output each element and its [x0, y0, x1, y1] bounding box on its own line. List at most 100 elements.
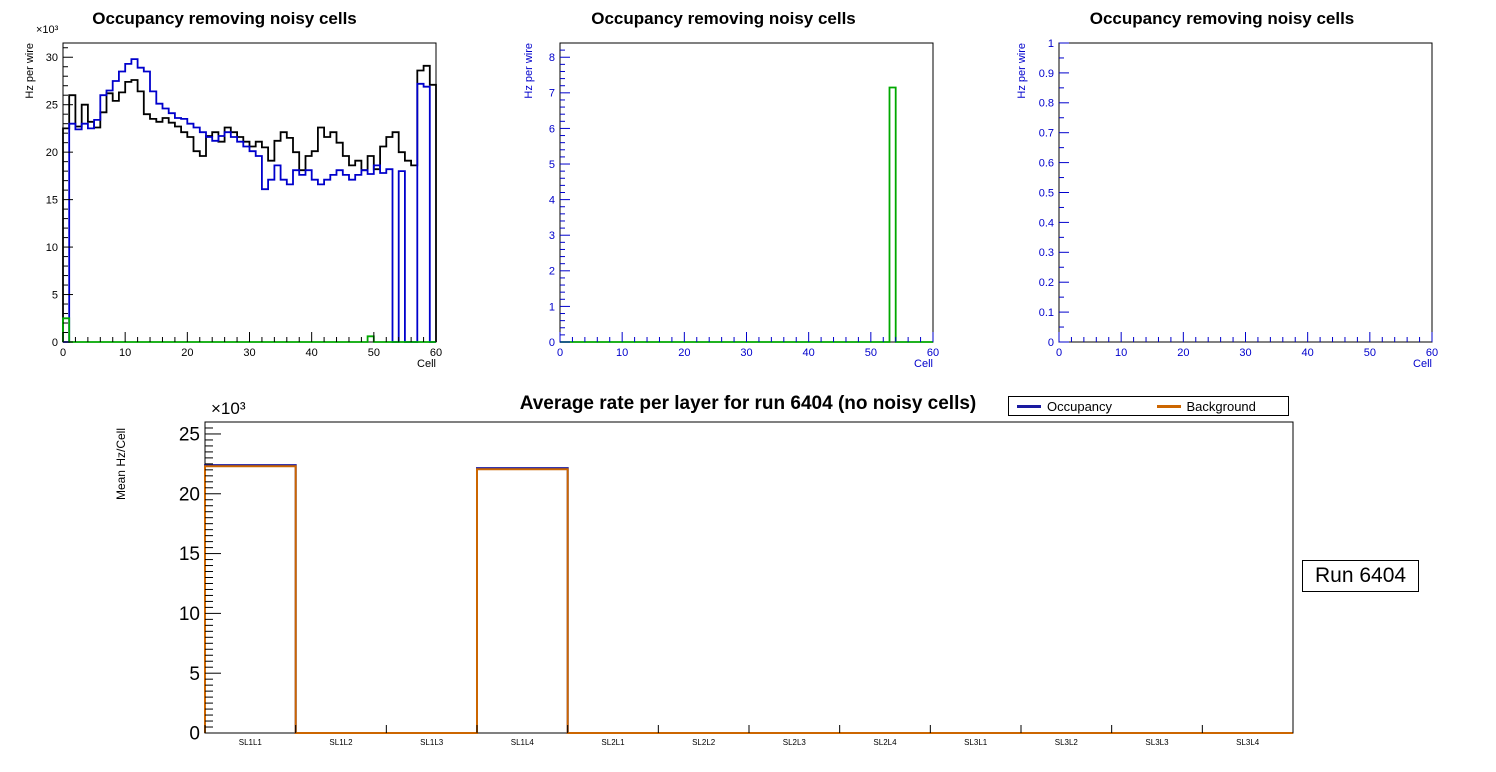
- svg-text:10: 10: [1115, 347, 1127, 359]
- svg-text:20: 20: [678, 347, 690, 359]
- svg-text:10: 10: [616, 347, 628, 359]
- svg-text:SL1L3: SL1L3: [420, 738, 444, 747]
- occupancy-3-svg: 00.10.20.30.40.50.60.70.80.910 10 20 30 40 50…: [1016, 38, 1438, 370]
- svg-text:15: 15: [179, 544, 200, 565]
- pad-occupancy-3: Occupancy removing noisy cells 0 0.1 0.2 0.…: [998, 0, 1496, 386]
- y-axis-title: Hz per wire: [523, 43, 535, 99]
- run-label: Run 6404: [1315, 564, 1407, 587]
- series-occupancy-black: [62, 64, 437, 342]
- histogram-occupancy-3: 0 0.1 0.2 0.3 0.4 0.5 0.6 0.7 0.8 0.9 1 0 10 20 30 40 50…: [998, 0, 1496, 386]
- svg-text:0.2: 0.2: [1039, 277, 1054, 289]
- histogram-average-rate: 0 5 10 15 20 25 SL1L1 SL1L2 SL1L3 SL1L4 SL2L1 SL2L2…: [0, 386, 1496, 772]
- legend-line-occupancy: [1017, 404, 1041, 408]
- svg-text:SL2L2: SL2L2: [692, 738, 716, 747]
- occupancy-2-svg: 0 1 2 3 4 5 6 7 8 0 10 20 30 40 50 60 Hz per wire Cell: [523, 42, 939, 370]
- svg-text:40: 40: [306, 347, 318, 359]
- svg-text:7: 7: [549, 88, 555, 100]
- chart-title-occupancy-1: Occupancy removing noisy cells: [92, 9, 357, 28]
- chart-title-average-rate: Average rate per layer for run 6404 (no …: [519, 393, 977, 414]
- pad-occupancy-2: Occupancy removing noisy cells 0 1 2 3 4 5 6 7 8…: [499, 0, 998, 386]
- y-axis-title: Hz per wire: [1016, 43, 1028, 99]
- y-axis-power-label: ×10³: [211, 399, 246, 418]
- svg-text:3: 3: [549, 230, 555, 242]
- svg-text:0.6: 0.6: [1039, 157, 1054, 169]
- svg-text:0: 0: [189, 724, 200, 745]
- svg-text:60: 60: [927, 347, 939, 359]
- legend-entry-occupancy: Occupancy: [1009, 399, 1149, 414]
- legend-line-background: [1156, 404, 1181, 408]
- svg-text:0.3: 0.3: [1039, 247, 1054, 259]
- svg-text:60: 60: [1426, 347, 1438, 359]
- svg-text:30: 30: [243, 347, 255, 359]
- svg-text:10: 10: [46, 242, 58, 254]
- svg-text:SL2L3: SL2L3: [783, 738, 807, 747]
- svg-text:0: 0: [549, 337, 555, 349]
- histogram-occupancy-2: 0 1 2 3 4 5 6 7 8 0 10 20 30 40 50 60 Hz per wire Cell: [499, 0, 998, 386]
- svg-text:15: 15: [46, 194, 58, 206]
- svg-text:SL2L4: SL2L4: [873, 738, 897, 747]
- svg-text:0.8: 0.8: [1039, 98, 1054, 110]
- svg-text:20: 20: [179, 484, 200, 505]
- svg-text:0.1: 0.1: [1039, 307, 1054, 319]
- svg-text:25: 25: [46, 100, 58, 112]
- series-Background: [204, 465, 1293, 734]
- svg-text:8: 8: [549, 52, 555, 64]
- y-axis-power-label: ×10³: [36, 24, 59, 36]
- svg-text:4: 4: [549, 194, 555, 206]
- svg-text:50: 50: [865, 347, 877, 359]
- legend: Occupancy Background: [1008, 396, 1289, 416]
- svg-text:SL3L1: SL3L1: [964, 738, 988, 747]
- svg-text:20: 20: [46, 147, 58, 159]
- svg-text:30: 30: [740, 347, 752, 359]
- average-rate-per-layer-svg: 0 5 10 15 20 25 SL1L1 SL1L2 SL1L3 SL1L4 SL2L1 SL2L2…: [114, 399, 1294, 747]
- occupancy-1-svg: 0 5 10 15 20 25 30 0 10 20 30 40 50 60 Hz per wire Cell…: [24, 24, 442, 370]
- x-axis-title: Cell: [417, 358, 436, 370]
- series-Occupancy: [204, 464, 1293, 734]
- chart-title-occupancy-2: Occupancy removing noisy cells: [591, 9, 856, 28]
- svg-text:2: 2: [549, 266, 555, 278]
- svg-text:6: 6: [549, 123, 555, 135]
- svg-text:0: 0: [60, 347, 66, 359]
- svg-text:0.7: 0.7: [1039, 128, 1054, 140]
- svg-text:SL3L4: SL3L4: [1236, 738, 1260, 747]
- svg-text:0: 0: [1056, 347, 1062, 359]
- svg-text:1: 1: [549, 301, 555, 313]
- x-axis-title: Cell: [914, 358, 933, 370]
- svg-text:40: 40: [1302, 347, 1314, 359]
- svg-text:0: 0: [1048, 337, 1054, 349]
- legend-label-background: Background: [1186, 398, 1256, 414]
- svg-text:0.5: 0.5: [1039, 187, 1054, 199]
- svg-text:30: 30: [46, 52, 58, 64]
- svg-text:1: 1: [1048, 38, 1054, 50]
- svg-text:50: 50: [368, 347, 380, 359]
- svg-text:SL1L4: SL1L4: [511, 738, 535, 747]
- svg-text:30: 30: [1239, 347, 1251, 359]
- histogram-occupancy-1: 0 5 10 15 20 25 30 0 10 20 30 40 50 60 Hz per wire Cell…: [0, 0, 499, 386]
- legend-entry-background: Background: [1149, 399, 1289, 414]
- legend-label-occupancy: Occupancy: [1047, 398, 1113, 414]
- x-axis-title: Cell: [1413, 358, 1432, 370]
- svg-text:5: 5: [189, 664, 200, 685]
- svg-text:5: 5: [549, 159, 555, 171]
- series-noisy-green: [560, 86, 933, 343]
- series-occupancy-blue: [63, 58, 436, 343]
- svg-text:50: 50: [1364, 347, 1376, 359]
- svg-text:0: 0: [52, 337, 58, 349]
- svg-text:40: 40: [803, 347, 815, 359]
- svg-text:5: 5: [52, 289, 58, 301]
- y-axis-title: Hz per wire: [24, 43, 36, 99]
- svg-text:SL2L1: SL2L1: [601, 738, 625, 747]
- pad-occupancy-1: Occupancy removing noisy cells 0 5 10 15 20 2…: [0, 0, 499, 386]
- chart-title-occupancy-3: Occupancy removing noisy cells: [1089, 9, 1355, 28]
- y-axis-title: Mean Hz/Cell: [114, 428, 128, 500]
- svg-text:20: 20: [1177, 347, 1189, 359]
- svg-text:60: 60: [430, 347, 442, 359]
- svg-text:0.9: 0.9: [1039, 68, 1054, 80]
- svg-text:10: 10: [179, 604, 200, 625]
- svg-text:25: 25: [179, 425, 200, 446]
- pad-average-rate: Average rate per layer for run 6404 (no …: [0, 386, 1496, 772]
- svg-text:SL1L1: SL1L1: [239, 738, 263, 747]
- svg-text:SL3L3: SL3L3: [1145, 738, 1169, 747]
- svg-text:0: 0: [557, 347, 563, 359]
